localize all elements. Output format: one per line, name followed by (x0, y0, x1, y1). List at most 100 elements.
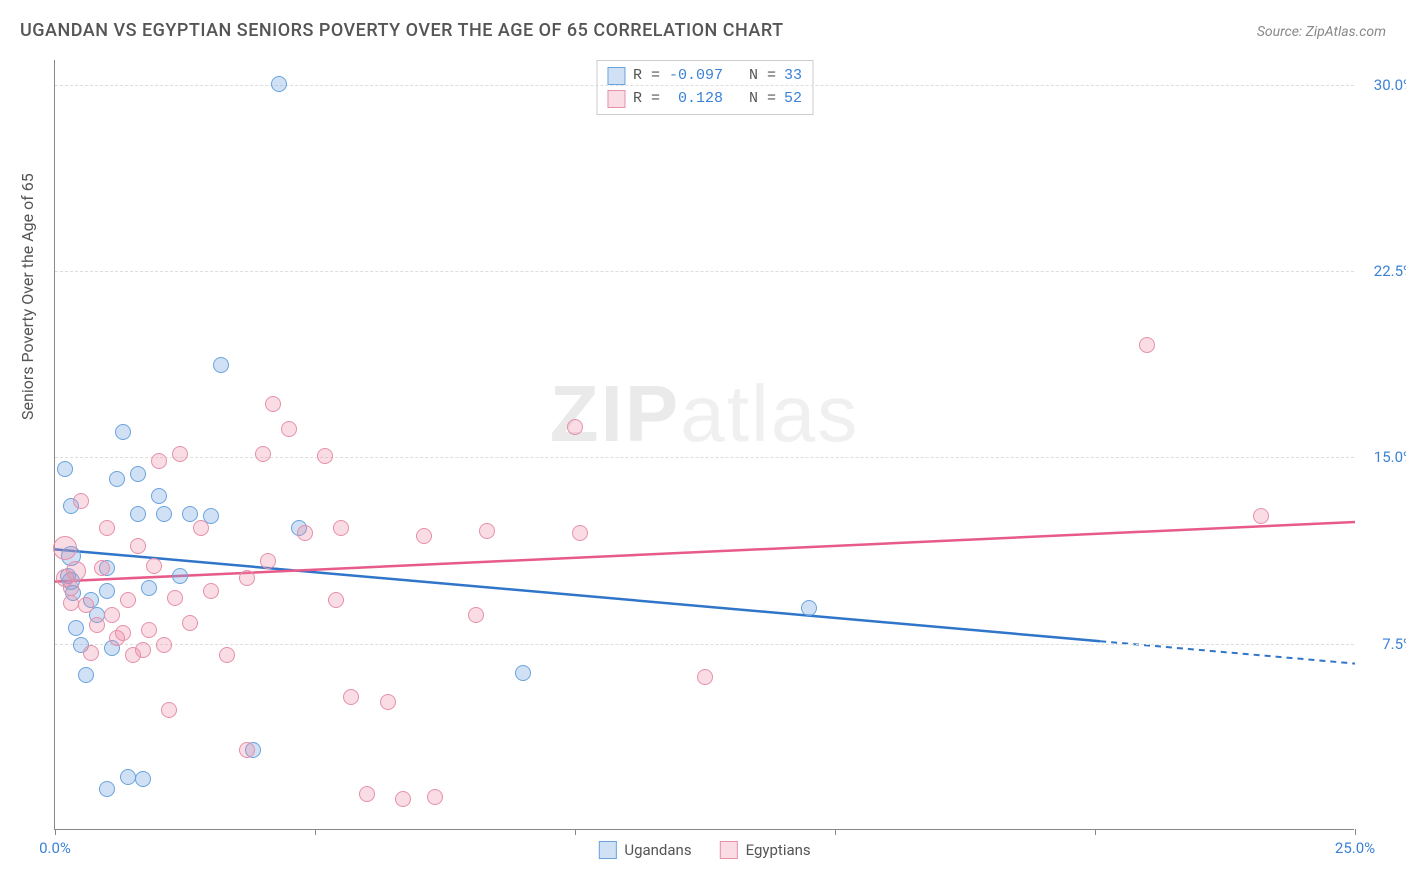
scatter-point-egyptians (479, 523, 495, 539)
chart-title: UGANDAN VS EGYPTIAN SENIORS POVERTY OVER… (20, 20, 784, 41)
correlation-legend-row-egyptians: R = 0.128 N = 52 (607, 88, 802, 111)
scatter-point-ugandans (151, 488, 167, 504)
scatter-point-ugandans (135, 771, 151, 787)
source-prefix: Source: (1257, 24, 1306, 40)
scatter-point-ugandans (271, 76, 287, 92)
scatter-point-egyptians (161, 702, 177, 718)
scatter-point-ugandans (801, 600, 817, 616)
y-axis-label: Seniors Poverty Over the Age of 65 (18, 173, 37, 420)
scatter-point-egyptians (265, 396, 281, 412)
y-tick-label: 7.5% (1359, 635, 1406, 653)
series-legend-label-egyptians: Egyptians (746, 841, 811, 859)
scatter-point-egyptians (130, 538, 146, 554)
scatter-point-egyptians (1253, 508, 1269, 524)
scatter-point-egyptians (135, 642, 151, 658)
chart-plot-area: ZIPatlas R = -0.097 N = 33 R = 0.128 N =… (54, 60, 1354, 830)
legend-r-value-egyptians: 0.128 (668, 88, 723, 111)
scatter-point-egyptians (141, 622, 157, 638)
x-tick (575, 829, 576, 835)
gridline (55, 457, 1354, 458)
legend-r-label: R = (633, 88, 660, 111)
x-tick (1095, 829, 1096, 835)
scatter-point-ugandans (78, 667, 94, 683)
scatter-point-egyptians (239, 570, 255, 586)
scatter-point-egyptians (697, 669, 713, 685)
scatter-point-egyptians (219, 647, 235, 663)
scatter-point-ugandans (99, 781, 115, 797)
scatter-point-egyptians (416, 528, 432, 544)
scatter-point-ugandans (57, 461, 73, 477)
scatter-point-egyptians (1139, 337, 1155, 353)
legend-n-value-egyptians: 52 (784, 88, 802, 111)
series-legend-label-ugandans: Ugandans (624, 841, 691, 859)
scatter-point-egyptians (193, 520, 209, 536)
x-tick-label: 0.0% (39, 839, 71, 857)
scatter-point-egyptians (239, 742, 255, 758)
scatter-point-egyptians (395, 791, 411, 807)
scatter-point-egyptians (120, 592, 136, 608)
scatter-point-egyptians (156, 637, 172, 653)
scatter-point-egyptians (567, 419, 583, 435)
scatter-point-ugandans (68, 620, 84, 636)
x-tick (55, 829, 56, 835)
scatter-point-egyptians (281, 421, 297, 437)
source-name: ZipAtlas.com (1306, 24, 1386, 40)
series-legend: Ugandans Egyptians (598, 841, 810, 859)
scatter-point-egyptians (182, 615, 198, 631)
scatter-point-ugandans (120, 769, 136, 785)
y-tick-label: 15.0% (1359, 448, 1406, 466)
scatter-point-ugandans (182, 506, 198, 522)
source-attribution: Source: ZipAtlas.com (1257, 24, 1386, 40)
scatter-point-egyptians (63, 580, 79, 596)
scatter-point-egyptians (63, 595, 79, 611)
scatter-point-egyptians (146, 558, 162, 574)
scatter-point-egyptians (468, 607, 484, 623)
scatter-point-egyptians (343, 689, 359, 705)
scatter-point-ugandans (172, 568, 188, 584)
scatter-point-egyptians (317, 448, 333, 464)
scatter-point-egyptians (104, 607, 120, 623)
gridline (55, 271, 1354, 272)
scatter-point-egyptians (89, 617, 105, 633)
legend-swatch-egyptians (720, 841, 738, 859)
y-tick-label: 22.5% (1359, 262, 1406, 280)
series-legend-item-ugandans: Ugandans (598, 841, 691, 859)
y-tick-label: 30.0% (1359, 76, 1406, 94)
scatter-point-egyptians (66, 561, 86, 581)
gridline (55, 644, 1354, 645)
scatter-point-egyptians (83, 645, 99, 661)
legend-swatch-ugandans (607, 67, 625, 85)
scatter-point-ugandans (115, 424, 131, 440)
scatter-point-egyptians (427, 789, 443, 805)
scatter-point-ugandans (141, 580, 157, 596)
scatter-point-egyptians (53, 536, 77, 560)
legend-n-label: N = (749, 88, 776, 111)
chart-header: UGANDAN VS EGYPTIAN SENIORS POVERTY OVER… (20, 20, 1386, 41)
scatter-point-ugandans (156, 506, 172, 522)
legend-swatch-ugandans (598, 841, 616, 859)
scatter-point-egyptians (297, 525, 313, 541)
x-tick (835, 829, 836, 835)
scatter-point-ugandans (213, 357, 229, 373)
scatter-point-ugandans (99, 583, 115, 599)
scatter-point-egyptians (78, 597, 94, 613)
x-tick (315, 829, 316, 835)
scatter-point-egyptians (260, 553, 276, 569)
x-tick-label: 25.0% (1335, 839, 1375, 857)
scatter-point-ugandans (515, 665, 531, 681)
scatter-point-egyptians (333, 520, 349, 536)
x-tick (1355, 829, 1356, 835)
scatter-point-egyptians (572, 525, 588, 541)
trend-lines-svg (55, 60, 1354, 829)
scatter-point-egyptians (167, 590, 183, 606)
scatter-point-ugandans (130, 506, 146, 522)
scatter-point-egyptians (255, 446, 271, 462)
scatter-point-egyptians (151, 453, 167, 469)
gridline (55, 85, 1354, 86)
scatter-point-egyptians (115, 625, 131, 641)
legend-swatch-egyptians (607, 90, 625, 108)
scatter-point-ugandans (130, 466, 146, 482)
scatter-point-egyptians (73, 493, 89, 509)
scatter-point-egyptians (359, 786, 375, 802)
series-legend-item-egyptians: Egyptians (720, 841, 811, 859)
